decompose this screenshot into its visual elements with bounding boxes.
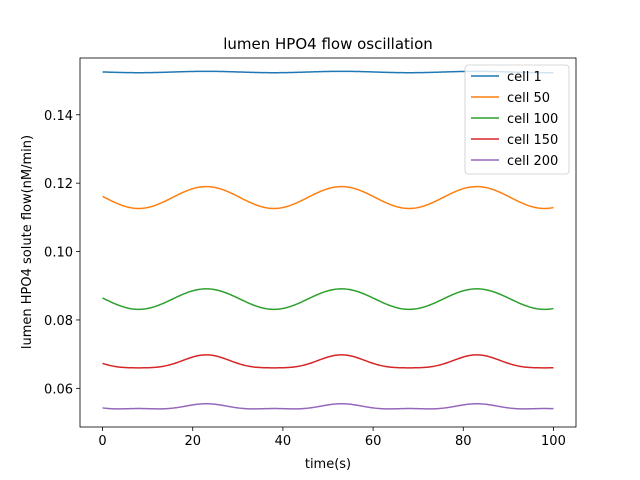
legend-label-4: cell 150 (507, 133, 558, 148)
x-axis: 0 20 40 60 80 100 (98, 427, 566, 449)
x-axis-label: time(s) (305, 457, 351, 472)
legend-label-1: cell 1 (507, 70, 542, 85)
legend-label-2: cell 50 (507, 91, 550, 106)
series-line-5 (102, 403, 554, 410)
legend: cell 1 cell 50 cell 100 cell 150 cell 200 (464, 64, 570, 175)
series-line-2 (102, 185, 554, 210)
x-tick-label: 20 (184, 434, 201, 449)
legend-box (464, 64, 570, 175)
series-line-3 (102, 288, 554, 311)
plot-frame (79, 57, 577, 428)
legend-label-3: cell 100 (507, 112, 558, 127)
y-tick-label: 0.12 (44, 177, 73, 192)
y-tick-label: 0.08 (44, 314, 73, 329)
x-tick-label: 80 (455, 434, 472, 449)
y-axis: 0.06 0.08 0.10 0.12 0.14 (44, 109, 80, 397)
x-tick-label: 60 (365, 434, 382, 449)
y-tick-label: 0.14 (44, 109, 73, 124)
x-tick-label: 0 (98, 434, 106, 449)
x-tick-label: 40 (275, 434, 292, 449)
y-tick-label: 0.06 (44, 382, 73, 397)
y-axis-label: lumen HPO4 solute flow(nM/min) (20, 135, 35, 349)
legend-label-5: cell 200 (507, 154, 558, 169)
x-tick-label: 100 (541, 434, 566, 449)
chart-title: lumen HPO4 flow oscillation (223, 35, 433, 53)
y-tick-label: 0.10 (44, 246, 73, 261)
series-line-4 (102, 354, 554, 369)
